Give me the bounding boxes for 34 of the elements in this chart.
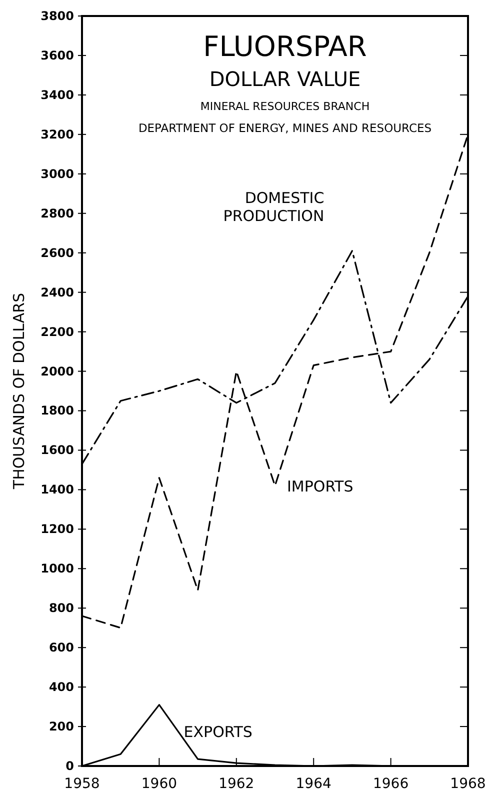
annotation: DEPARTMENT OF ENERGY, MINES AND RESOURCES xyxy=(138,121,432,135)
y-tick-label: 1000 xyxy=(40,562,74,576)
annotation: MINERAL RESOURCES BRANCH xyxy=(200,100,370,113)
y-tick-label: 3600 xyxy=(40,48,74,62)
x-tick-label: 1968 xyxy=(450,776,486,792)
series-label: IMPORTS xyxy=(287,478,354,496)
y-tick-label: 800 xyxy=(48,601,74,616)
x-tick-label: 1958 xyxy=(64,776,100,792)
y-tick-label: 2200 xyxy=(40,324,74,339)
x-tick-label: 1966 xyxy=(372,776,409,792)
text: DOMESTIC PRODUCTION xyxy=(223,188,324,225)
x-tick-label: 1962 xyxy=(218,776,254,792)
y-tick-label: 3800 xyxy=(40,9,74,23)
x-tick-label: 1964 xyxy=(296,776,332,792)
y-tick-label: 1600 xyxy=(40,443,74,458)
y-tick-label: 2800 xyxy=(40,206,74,220)
y-tick-label: 0 xyxy=(66,759,74,773)
y-tick-label: 400 xyxy=(48,680,74,694)
y-axis-title: THOUSANDS OF DOLLARS xyxy=(10,292,28,490)
y-tick-label: 2000 xyxy=(40,364,74,378)
y-tick-label: 1200 xyxy=(40,522,74,536)
y-tick-label: 1400 xyxy=(40,482,74,497)
x-tick-label: 1960 xyxy=(141,776,178,792)
series-label: EXPORTS xyxy=(184,723,252,742)
y-tick-label: 200 xyxy=(48,720,74,734)
y-tick-label: 3200 xyxy=(40,127,74,142)
y-tick-label: 2600 xyxy=(40,246,74,260)
y-tick-label: 2400 xyxy=(40,285,74,300)
text: FLUORSPAR xyxy=(203,30,367,63)
y-tick-label: 3400 xyxy=(40,88,74,102)
y-tick-label: 3000 xyxy=(40,166,74,181)
text: DOLLAR VALUE xyxy=(209,67,361,91)
y-tick-label: 600 xyxy=(48,640,74,655)
y-tick-label: 1800 xyxy=(40,404,74,418)
